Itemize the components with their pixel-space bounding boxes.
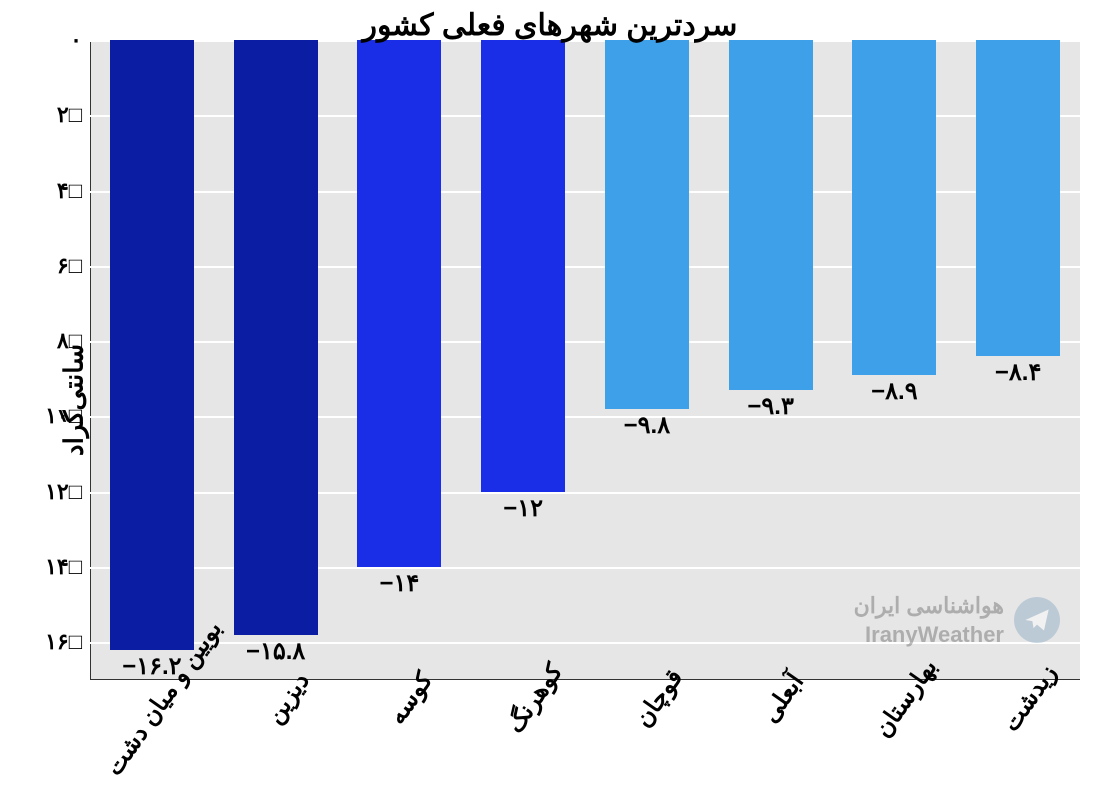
- bar-value-label: −۱۵.۸: [234, 637, 318, 666]
- y-tick: □۶: [57, 253, 90, 279]
- watermark-line2: IranyWeather: [854, 620, 1004, 650]
- y-tick: □۲: [57, 102, 90, 128]
- watermark-line1: هواشناسی ایران: [854, 591, 1004, 621]
- x-tick: کوهرنگ: [501, 658, 569, 738]
- y-tick: □۱۴: [45, 554, 90, 580]
- bar: [976, 40, 1060, 356]
- bar-value-label: −۹.۳: [729, 392, 813, 421]
- x-tick: آبعلی: [755, 668, 809, 728]
- bar-value-label: −۱۲: [481, 494, 565, 523]
- bar: [110, 40, 194, 650]
- bar: [605, 40, 689, 409]
- bar: [357, 40, 441, 567]
- x-tick: بهارستان: [869, 654, 944, 743]
- plot-area: ۰□۲□۴□۶□۸□۱۰□۱۲□۱۴□۱۶−۱۶.۲بویین و میان د…: [90, 40, 1080, 680]
- y-tick: □۱۲: [45, 479, 90, 505]
- axis-left: [90, 40, 91, 680]
- bar: [729, 40, 813, 390]
- y-tick: □۴: [57, 178, 90, 204]
- x-tick: دیزین: [260, 667, 316, 729]
- bar-value-label: −۸.۹: [852, 377, 936, 406]
- x-tick: زیدشت: [997, 659, 1064, 737]
- y-tick: □۱۶: [45, 629, 90, 655]
- x-tick: کوسه: [383, 667, 439, 730]
- bar: [481, 40, 565, 492]
- bar-value-label: −۱۴: [357, 569, 441, 598]
- watermark-text: هواشناسی ایران IranyWeather: [854, 591, 1004, 650]
- y-axis-label: سانتی‌گراد: [59, 344, 90, 456]
- bar-value-label: −۸.۴: [976, 358, 1060, 387]
- bar-value-label: −۹.۸: [605, 411, 689, 440]
- x-tick: قوچان: [629, 664, 689, 733]
- watermark: هواشناسی ایران IranyWeather: [854, 591, 1060, 650]
- telegram-icon: [1014, 597, 1060, 643]
- chart-title: سردترین شهرهای فعلی کشور: [0, 8, 1100, 43]
- bar: [234, 40, 318, 635]
- bar: [852, 40, 936, 375]
